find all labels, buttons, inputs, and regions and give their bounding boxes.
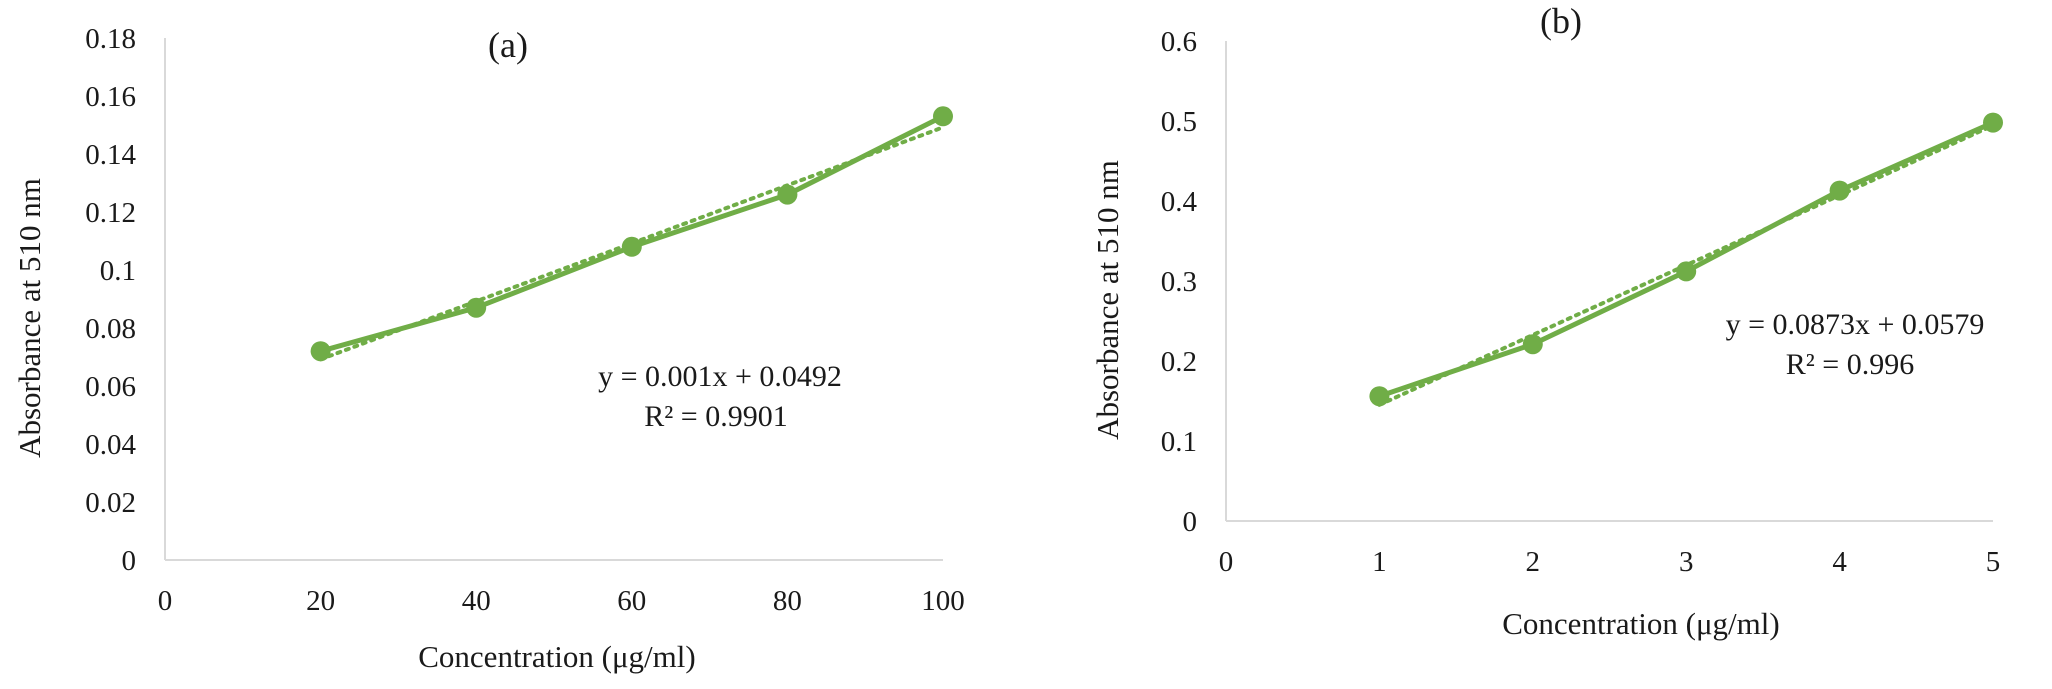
chart-b: (b) Absorbance at 510 nm Concentration (… — [1090, 1, 2003, 641]
y-tick-label: 0.14 — [85, 139, 136, 171]
y-tick-label: 0.02 — [85, 487, 136, 519]
x-tick-label: 2 — [1526, 546, 1541, 578]
y-tick-label: 0.1 — [100, 255, 136, 287]
x-tick-label: 0 — [1219, 546, 1234, 578]
y-tick-label: 0.5 — [1161, 106, 1197, 138]
y-tick-label: 0.6 — [1161, 26, 1197, 58]
y-tick-label: 0.16 — [85, 81, 136, 113]
data-point — [777, 184, 798, 205]
x-tick-label: 3 — [1679, 546, 1694, 578]
y-axis-title-a: Absorbance at 510 nm — [12, 178, 47, 458]
series-line-a — [318, 113, 946, 354]
data-point — [1676, 261, 1697, 282]
x-tick-label: 4 — [1832, 546, 1847, 578]
y-tick-label: 0 — [122, 545, 137, 577]
data-point — [466, 297, 487, 318]
y-tick-label: 0.08 — [85, 313, 136, 345]
x-tick-label: 40 — [462, 585, 491, 617]
trendline-r2-a: R² = 0.9901 — [644, 400, 787, 433]
chart-a: (a) Absorbance at 510 nm Concentration (… — [12, 23, 965, 674]
data-point — [310, 341, 331, 362]
trendline-equation-a: y = 0.001x + 0.0492 — [598, 360, 842, 393]
y-tick-label: 0 — [1183, 506, 1198, 538]
data-point — [621, 236, 642, 257]
panel-label-b: (b) — [1540, 1, 1582, 41]
data-point — [1829, 180, 1850, 201]
trendline-equation-b: y = 0.0873x + 0.0579 — [1726, 308, 1985, 341]
x-axis-title-a: Concentration (μg/ml) — [418, 639, 695, 674]
y-tick-label: 0.3 — [1161, 266, 1197, 298]
y-tick-label: 0.18 — [85, 23, 136, 55]
trendline-r2-b: R² = 0.996 — [1786, 348, 1914, 381]
data-point — [1983, 112, 2003, 133]
x-tick-label: 1 — [1372, 546, 1387, 578]
data-point — [1522, 334, 1543, 355]
x-tick-label: 100 — [921, 585, 965, 617]
y-tick-label: 0.06 — [85, 371, 136, 403]
data-point — [933, 106, 953, 127]
y-tick-label: 0.4 — [1161, 186, 1198, 218]
x-tick-label: 0 — [158, 585, 173, 617]
data-point — [1369, 386, 1390, 407]
x-tick-label: 60 — [617, 585, 646, 617]
x-tick-label: 5 — [1986, 546, 2001, 578]
y-axis-title-b: Absorbance at 510 nm — [1090, 160, 1125, 440]
y-tick-label: 0.04 — [85, 429, 136, 461]
y-tick-label: 0.1 — [1161, 426, 1197, 458]
x-axis-title-b: Concentration (μg/ml) — [1502, 606, 1779, 641]
y-tick-label: 0.2 — [1161, 346, 1197, 378]
x-tick-label: 20 — [306, 585, 335, 617]
y-tick-label: 0.12 — [85, 197, 136, 229]
panel-label-a: (a) — [488, 25, 528, 65]
x-tick-label: 80 — [773, 585, 802, 617]
